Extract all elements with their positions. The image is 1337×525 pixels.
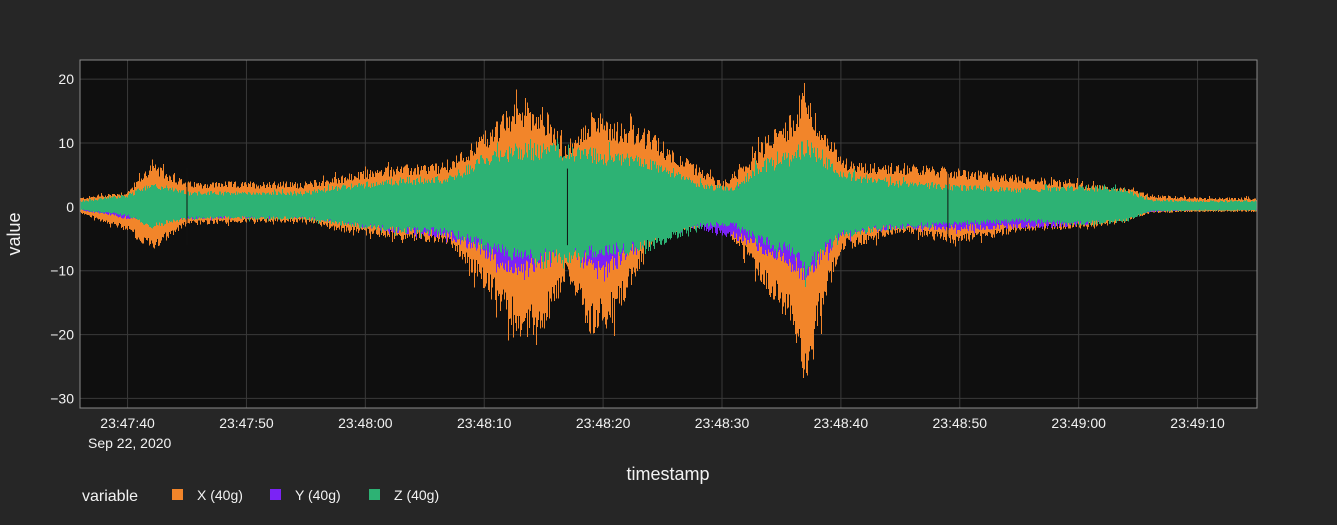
legend-item[interactable]: Y (40g) — [270, 487, 341, 503]
x-tick-label: 23:48:30 — [695, 415, 750, 431]
x-tick-label: 23:48:40 — [814, 415, 869, 431]
legend-label: X (40g) — [197, 487, 243, 503]
x-tick-label: 23:48:50 — [933, 415, 988, 431]
legend-label: Z (40g) — [394, 487, 439, 503]
x-tick-label: 23:49:00 — [1051, 415, 1106, 431]
x-tick-label: 23:48:10 — [457, 415, 512, 431]
x-tick-label: 23:47:50 — [219, 415, 274, 431]
series-layer — [79, 83, 1258, 378]
y-tick-label: −20 — [50, 327, 74, 343]
grid-layer — [80, 60, 1257, 408]
x-tick-label: 23:47:40 — [100, 415, 155, 431]
legend-title: variable — [82, 488, 138, 505]
x-axis-title: timestamp — [626, 464, 709, 484]
plot-border — [79, 59, 1258, 409]
x-tick-label: 23:48:00 — [338, 415, 393, 431]
x-date-label: Sep 22, 2020 — [88, 435, 172, 451]
legend-item[interactable]: X (40g) — [172, 487, 243, 503]
x-tick-label: 23:48:20 — [576, 415, 631, 431]
legend-swatch — [270, 489, 281, 500]
y-tick-label: 20 — [58, 71, 74, 87]
legend: variable X (40g) Y (40g) Z (40g) — [82, 487, 439, 505]
axis-layer: 23:47:40 23:47:50 23:48:00 23:48:10 23:48:20… — [50, 59, 1258, 431]
y-tick-label: −10 — [50, 263, 74, 279]
y-tick-label: 10 — [58, 135, 74, 151]
legend-label: Y (40g) — [295, 487, 341, 503]
y-tick-label: 0 — [66, 199, 74, 215]
legend-swatch — [369, 489, 380, 500]
legend-item[interactable]: Z (40g) — [369, 487, 439, 503]
y-axis-title: value — [4, 212, 24, 255]
y-tick-label: −30 — [50, 390, 74, 406]
legend-swatch — [172, 489, 183, 500]
x-tick-label: 23:49:10 — [1170, 415, 1225, 431]
